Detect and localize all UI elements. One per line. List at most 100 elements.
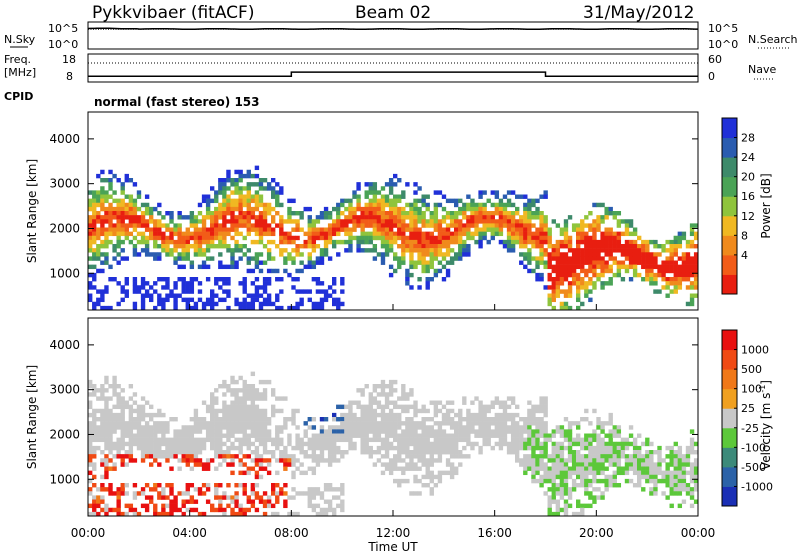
noise-right-tick-high: 10^5 <box>708 22 738 35</box>
heatmap-cell <box>181 244 186 249</box>
heatmap-cell <box>559 474 565 480</box>
heatmap-cell <box>319 256 325 261</box>
heatmap-cell <box>108 182 113 187</box>
heatmap-cell <box>592 445 597 451</box>
heatmap-cell <box>218 507 223 513</box>
heatmap-cell <box>352 215 357 220</box>
heatmap-cell <box>474 412 479 418</box>
heatmap-cell <box>295 408 300 414</box>
heatmap-cell <box>140 219 146 224</box>
heatmap-cell <box>584 503 589 509</box>
heatmap-cell <box>588 297 593 303</box>
heatmap-cell <box>291 458 296 463</box>
heatmap-cell <box>519 252 524 257</box>
heatmap-cell <box>189 495 195 500</box>
heatmap-cell <box>242 462 247 467</box>
heatmap-cell <box>510 425 516 430</box>
heatmap-cell <box>108 277 113 282</box>
heatmap-cell <box>519 458 524 463</box>
heatmap-cell <box>327 429 333 434</box>
heatmap-cell <box>246 169 251 175</box>
heatmap-cell <box>295 227 300 232</box>
heatmap-cell <box>600 281 605 286</box>
heatmap-cell <box>230 462 235 467</box>
heatmap-cell <box>405 211 410 216</box>
heatmap-cell <box>628 264 634 270</box>
heatmap-cell <box>592 478 597 484</box>
heatmap-cell <box>421 211 426 216</box>
heatmap-cell <box>205 231 211 237</box>
heatmap-cell <box>100 223 105 228</box>
heatmap-cell <box>527 239 532 245</box>
heatmap-cell <box>218 244 223 249</box>
heatmap-cell <box>657 268 662 274</box>
heatmap-cell <box>348 248 353 253</box>
heatmap-cell <box>100 206 105 212</box>
heatmap-cell <box>100 231 105 237</box>
heatmap-cell <box>218 190 223 195</box>
heatmap-cell <box>323 235 329 241</box>
heatmap-cell <box>291 421 296 426</box>
heatmap-cell <box>466 425 471 430</box>
heatmap-cell <box>144 454 150 459</box>
heatmap-cell <box>376 231 382 237</box>
heatmap-cell <box>580 454 585 459</box>
heatmap-cell <box>238 194 243 199</box>
heatmap-cell <box>645 441 650 447</box>
heatmap-cell <box>283 235 288 241</box>
heatmap-cell <box>421 264 426 270</box>
heatmap-cell <box>197 487 203 492</box>
heatmap-cell <box>409 421 414 426</box>
heatmap-cell <box>210 441 215 447</box>
heatmap-cell <box>214 219 219 224</box>
heatmap-cell <box>620 466 626 471</box>
heatmap-cell <box>515 206 520 212</box>
heatmap-cell <box>352 429 357 434</box>
heatmap-cell <box>551 297 556 303</box>
heatmap-cell <box>515 450 520 455</box>
heatmap-cell <box>108 487 113 492</box>
heatmap-cell <box>637 478 642 484</box>
heatmap-cell <box>226 169 231 175</box>
heatmap-cell <box>140 215 146 220</box>
heatmap-cell <box>116 202 121 208</box>
heatmap-cell <box>612 429 617 434</box>
heatmap-cell <box>238 396 243 401</box>
heatmap-cell <box>262 388 268 393</box>
heatmap-cell <box>210 404 215 410</box>
heatmap-cell <box>376 198 382 204</box>
heatmap-cell <box>364 206 369 212</box>
heatmap-cell <box>567 260 573 265</box>
heatmap-cell <box>116 260 121 265</box>
heatmap-cell <box>645 470 650 476</box>
heatmap-cell <box>535 244 540 249</box>
heatmap-cell <box>693 252 699 257</box>
heatmap-cell <box>417 491 422 496</box>
heatmap-cell <box>612 454 617 459</box>
heatmap-cell <box>295 491 300 496</box>
heatmap-cell <box>234 260 239 265</box>
heatmap-cell <box>161 433 166 438</box>
heatmap-cell <box>376 252 382 257</box>
heatmap-cell <box>161 412 166 418</box>
heatmap-cell <box>319 417 325 422</box>
heatmap-cell <box>620 264 626 270</box>
heatmap-cell <box>352 219 357 224</box>
heatmap-cell <box>120 388 125 393</box>
heatmap-cell <box>120 239 125 245</box>
heatmap-cell <box>689 437 695 443</box>
heatmap-cell <box>596 264 601 270</box>
heatmap-cell <box>551 466 556 471</box>
heatmap-cell <box>173 445 178 451</box>
heatmap-cell <box>612 244 617 249</box>
heatmap-cell <box>685 239 691 245</box>
heatmap-cell <box>563 244 569 249</box>
heatmap-cell <box>96 252 101 257</box>
heatmap-cell <box>124 421 129 426</box>
heatmap-cell <box>254 433 260 438</box>
heatmap-cell <box>201 264 207 270</box>
heatmap-cell <box>458 437 463 443</box>
heatmap-cell <box>132 305 138 311</box>
heatmap-cell <box>547 256 552 261</box>
heatmap-cell <box>649 268 654 274</box>
